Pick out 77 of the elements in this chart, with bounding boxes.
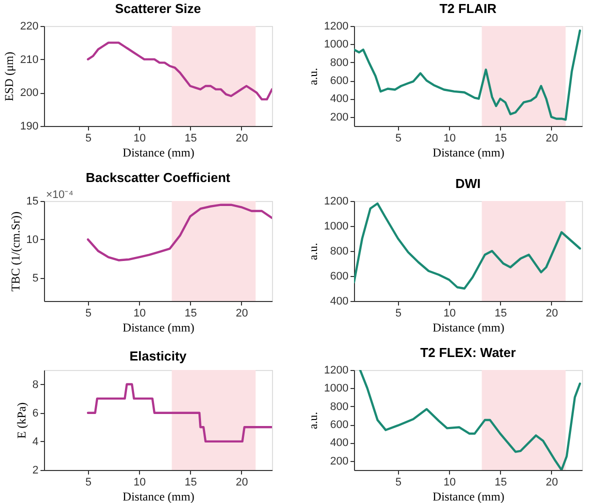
chart-title: T2 FLAIR [439,1,498,16]
x-tick-label: 10 [443,308,456,320]
chart-title: Elasticity [129,348,188,364]
x-tick-label: 20 [236,308,248,320]
x-tick-label: 15 [184,476,197,488]
x-tick-label: 5 [85,476,92,488]
y-axis-title: a.u. [306,242,320,260]
chart-title: Backscatter Coefficient [86,170,231,185]
y-tick-label: 800 [330,400,348,413]
chart-title: DWI [455,176,481,191]
y-tick-label: 400 [330,93,348,106]
x-tick-label: 20 [546,476,558,488]
y-tick-label: 1000 [324,38,348,51]
y-tick-label: 1200 [324,20,348,32]
x-tick-label: 15 [184,132,197,144]
y-tick-label: 4 [32,436,38,448]
x-tick-label: 20 [546,132,558,144]
y-tick-label: 2 [32,464,38,476]
y-tick-label: 400 [330,437,348,450]
line-series [354,29,582,121]
x-tick-label: 5 [85,308,92,320]
chart-title: Scatterer Size [115,1,201,16]
x-tick-label: 15 [494,308,507,320]
x-tick-label: 15 [494,132,507,144]
chart-title: T2 FLEX: Water [420,345,516,360]
y-tick-label: 210 [20,54,38,66]
y-tick-label: 400 [330,296,348,308]
x-axis-title: Distance (mm) [122,490,194,503]
y-axis-title: E (kPa) [14,402,28,439]
y-tick-label: 1200 [324,196,348,208]
x-tick-label: 10 [443,132,456,144]
x-tick-label: 5 [395,476,402,488]
line-series [86,383,272,443]
y-tick-label: 15 [26,196,38,208]
y-tick-label: 8 [32,378,38,391]
y-tick-label: 220 [20,20,38,32]
y-tick-label: 800 [330,246,348,258]
y-tick-label: 5 [32,272,38,284]
y-tick-label: 200 [20,87,38,100]
y-tick-label: 200 [330,455,348,468]
y-axis-title: ESD (μm) [2,52,16,102]
x-tick-label: 5 [85,132,92,144]
y-tick-label: 600 [330,75,348,88]
x-tick-label: 20 [236,476,248,488]
y-tick-label: 600 [330,419,348,432]
x-tick-label: 20 [236,132,248,144]
x-tick-label: 5 [395,132,402,144]
x-axis-title: Distance (mm) [122,146,194,160]
y-tick-label: 800 [330,56,348,69]
y-axis-title: a.u. [306,412,320,430]
y-tick-label: 1000 [324,382,348,395]
x-axis-title: Distance (mm) [432,320,504,334]
y-axis-title: a.u. [306,68,320,86]
y-tick-label: 600 [330,270,348,282]
y-axis-title: TBC (1/(cm.Sr)) [8,212,22,292]
y-tick-label: 10 [26,234,38,246]
x-tick-label: 10 [133,308,146,320]
y-tick-label: 1200 [324,364,348,376]
x-axis-title: Distance (mm) [122,320,194,334]
x-tick-label: 10 [133,476,146,488]
x-tick-label: 5 [395,308,402,320]
line-series [86,42,272,100]
line-series [354,202,582,290]
line-series [359,370,582,470]
x-tick-label: 10 [133,132,146,144]
text: ×10⁻⁴ [46,189,74,201]
x-tick-label: 20 [546,308,558,320]
y-tick-label: 190 [20,120,38,132]
x-tick-label: 15 [184,308,197,320]
y-tick-label: 1000 [324,220,348,232]
x-tick-label: 10 [443,476,456,488]
x-tick-label: 15 [494,476,507,488]
x-axis-title: Distance (mm) [432,146,504,160]
y-tick-label: 6 [32,407,38,420]
y-tick-label: 200 [330,111,348,124]
x-axis-title: Distance (mm) [432,490,504,503]
line-series [86,204,272,262]
